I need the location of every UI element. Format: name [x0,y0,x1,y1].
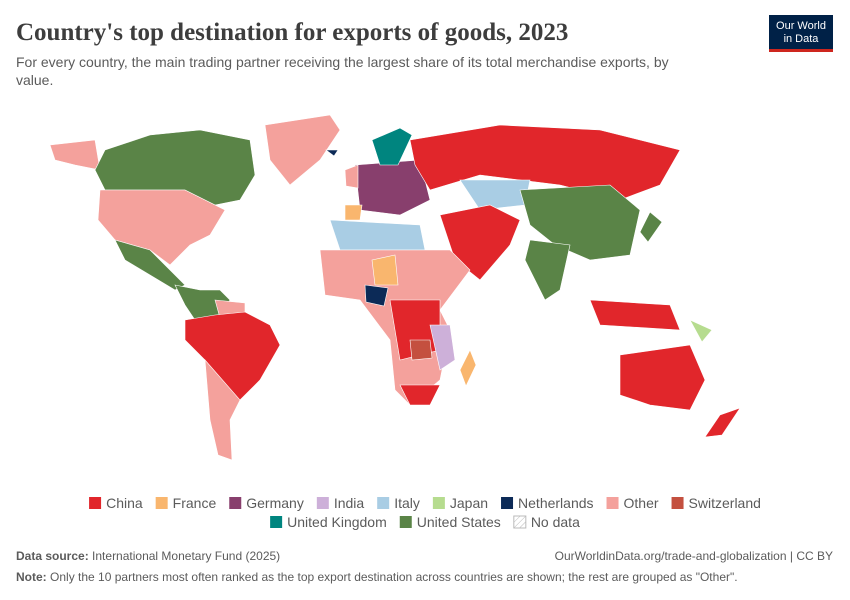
legend-item[interactable]: India [316,495,365,511]
legend-label: France [173,495,217,511]
logo-box [769,15,833,52]
country[interactable] [619,344,706,411]
source-label: Data source: [16,549,89,563]
country[interactable] [639,211,663,243]
legend-label: Switzerland [689,495,761,511]
legend-item[interactable]: Germany [229,495,304,511]
country[interactable] [264,114,341,186]
legend-item[interactable]: France [155,495,217,511]
country[interactable] [704,407,741,438]
legend-item[interactable]: No data [513,514,580,530]
legend-label: United Kingdom [287,514,387,530]
legend-swatch [270,516,283,528]
country[interactable] [184,311,281,401]
legend-label: United States [417,514,501,530]
logo-text: Our World [776,20,826,32]
country[interactable] [94,129,256,206]
country[interactable] [459,179,531,211]
legend-swatch [606,497,619,509]
legend: China France Germany India Italy Japan Netherl… [89,495,761,530]
legend-swatch [432,497,445,509]
legend-item[interactable]: Other [606,495,659,511]
country[interactable] [344,204,363,221]
country[interactable] [344,164,359,189]
legend-swatch [377,497,390,509]
legend-item[interactable]: Italy [377,495,420,511]
title: Country's top destination for exports of… [16,19,568,46]
source-text: International Monetary Fund (2025) [92,549,280,563]
country[interactable] [204,359,241,461]
note-text: Only the 10 partners most often ranked a… [50,570,738,584]
legend-swatch [513,515,527,529]
legend-swatch [501,497,514,509]
country[interactable] [371,254,399,286]
country[interactable] [371,127,413,166]
country[interactable] [689,319,713,343]
logo-bar [769,49,833,52]
legend-item[interactable]: United Kingdom [270,514,387,530]
country[interactable] [354,159,431,216]
country[interactable] [325,149,339,157]
country[interactable] [519,184,641,261]
country[interactable] [459,349,477,387]
legend-label: Japan [450,495,488,511]
legend-swatch [155,497,168,509]
country[interactable] [429,324,456,371]
legend-label: Other [624,495,659,511]
country[interactable] [364,284,389,307]
legend-swatch [89,497,102,509]
logo[interactable]: Our World in Data [769,15,833,52]
subtitle: value. [16,72,53,88]
legend-label: Germany [246,495,304,511]
map [49,114,741,461]
country[interactable] [49,139,101,171]
legend-label: China [106,495,143,511]
legend-swatch [671,497,684,509]
legend-label: India [334,495,365,511]
legend-item[interactable]: Netherlands [501,495,594,511]
logo-text: in Data [784,33,820,45]
country[interactable] [589,299,681,331]
legend-item[interactable]: United States [399,514,501,530]
country[interactable] [399,384,441,406]
url[interactable]: OurWorldinData.org/trade-and-globalizati… [555,549,833,563]
country[interactable] [409,339,433,361]
country[interactable] [329,219,426,251]
legend-swatch [399,516,412,528]
country[interactable] [524,239,571,301]
legend-label: Italy [394,495,420,511]
legend-swatch [229,497,242,509]
note: Note: Only the 10 partners most often ra… [16,570,738,584]
legend-item[interactable]: Switzerland [671,495,761,511]
legend-label: No data [531,514,580,530]
legend-label: Netherlands [518,495,594,511]
legend-swatch [316,497,329,509]
source: Data source: International Monetary Fund… [16,549,280,563]
legend-item[interactable]: Japan [432,495,488,511]
legend-item[interactable]: China [89,495,143,511]
note-label: Note: [16,570,47,584]
subtitle: For every country, the main trading part… [16,54,669,70]
country[interactable] [97,189,226,266]
